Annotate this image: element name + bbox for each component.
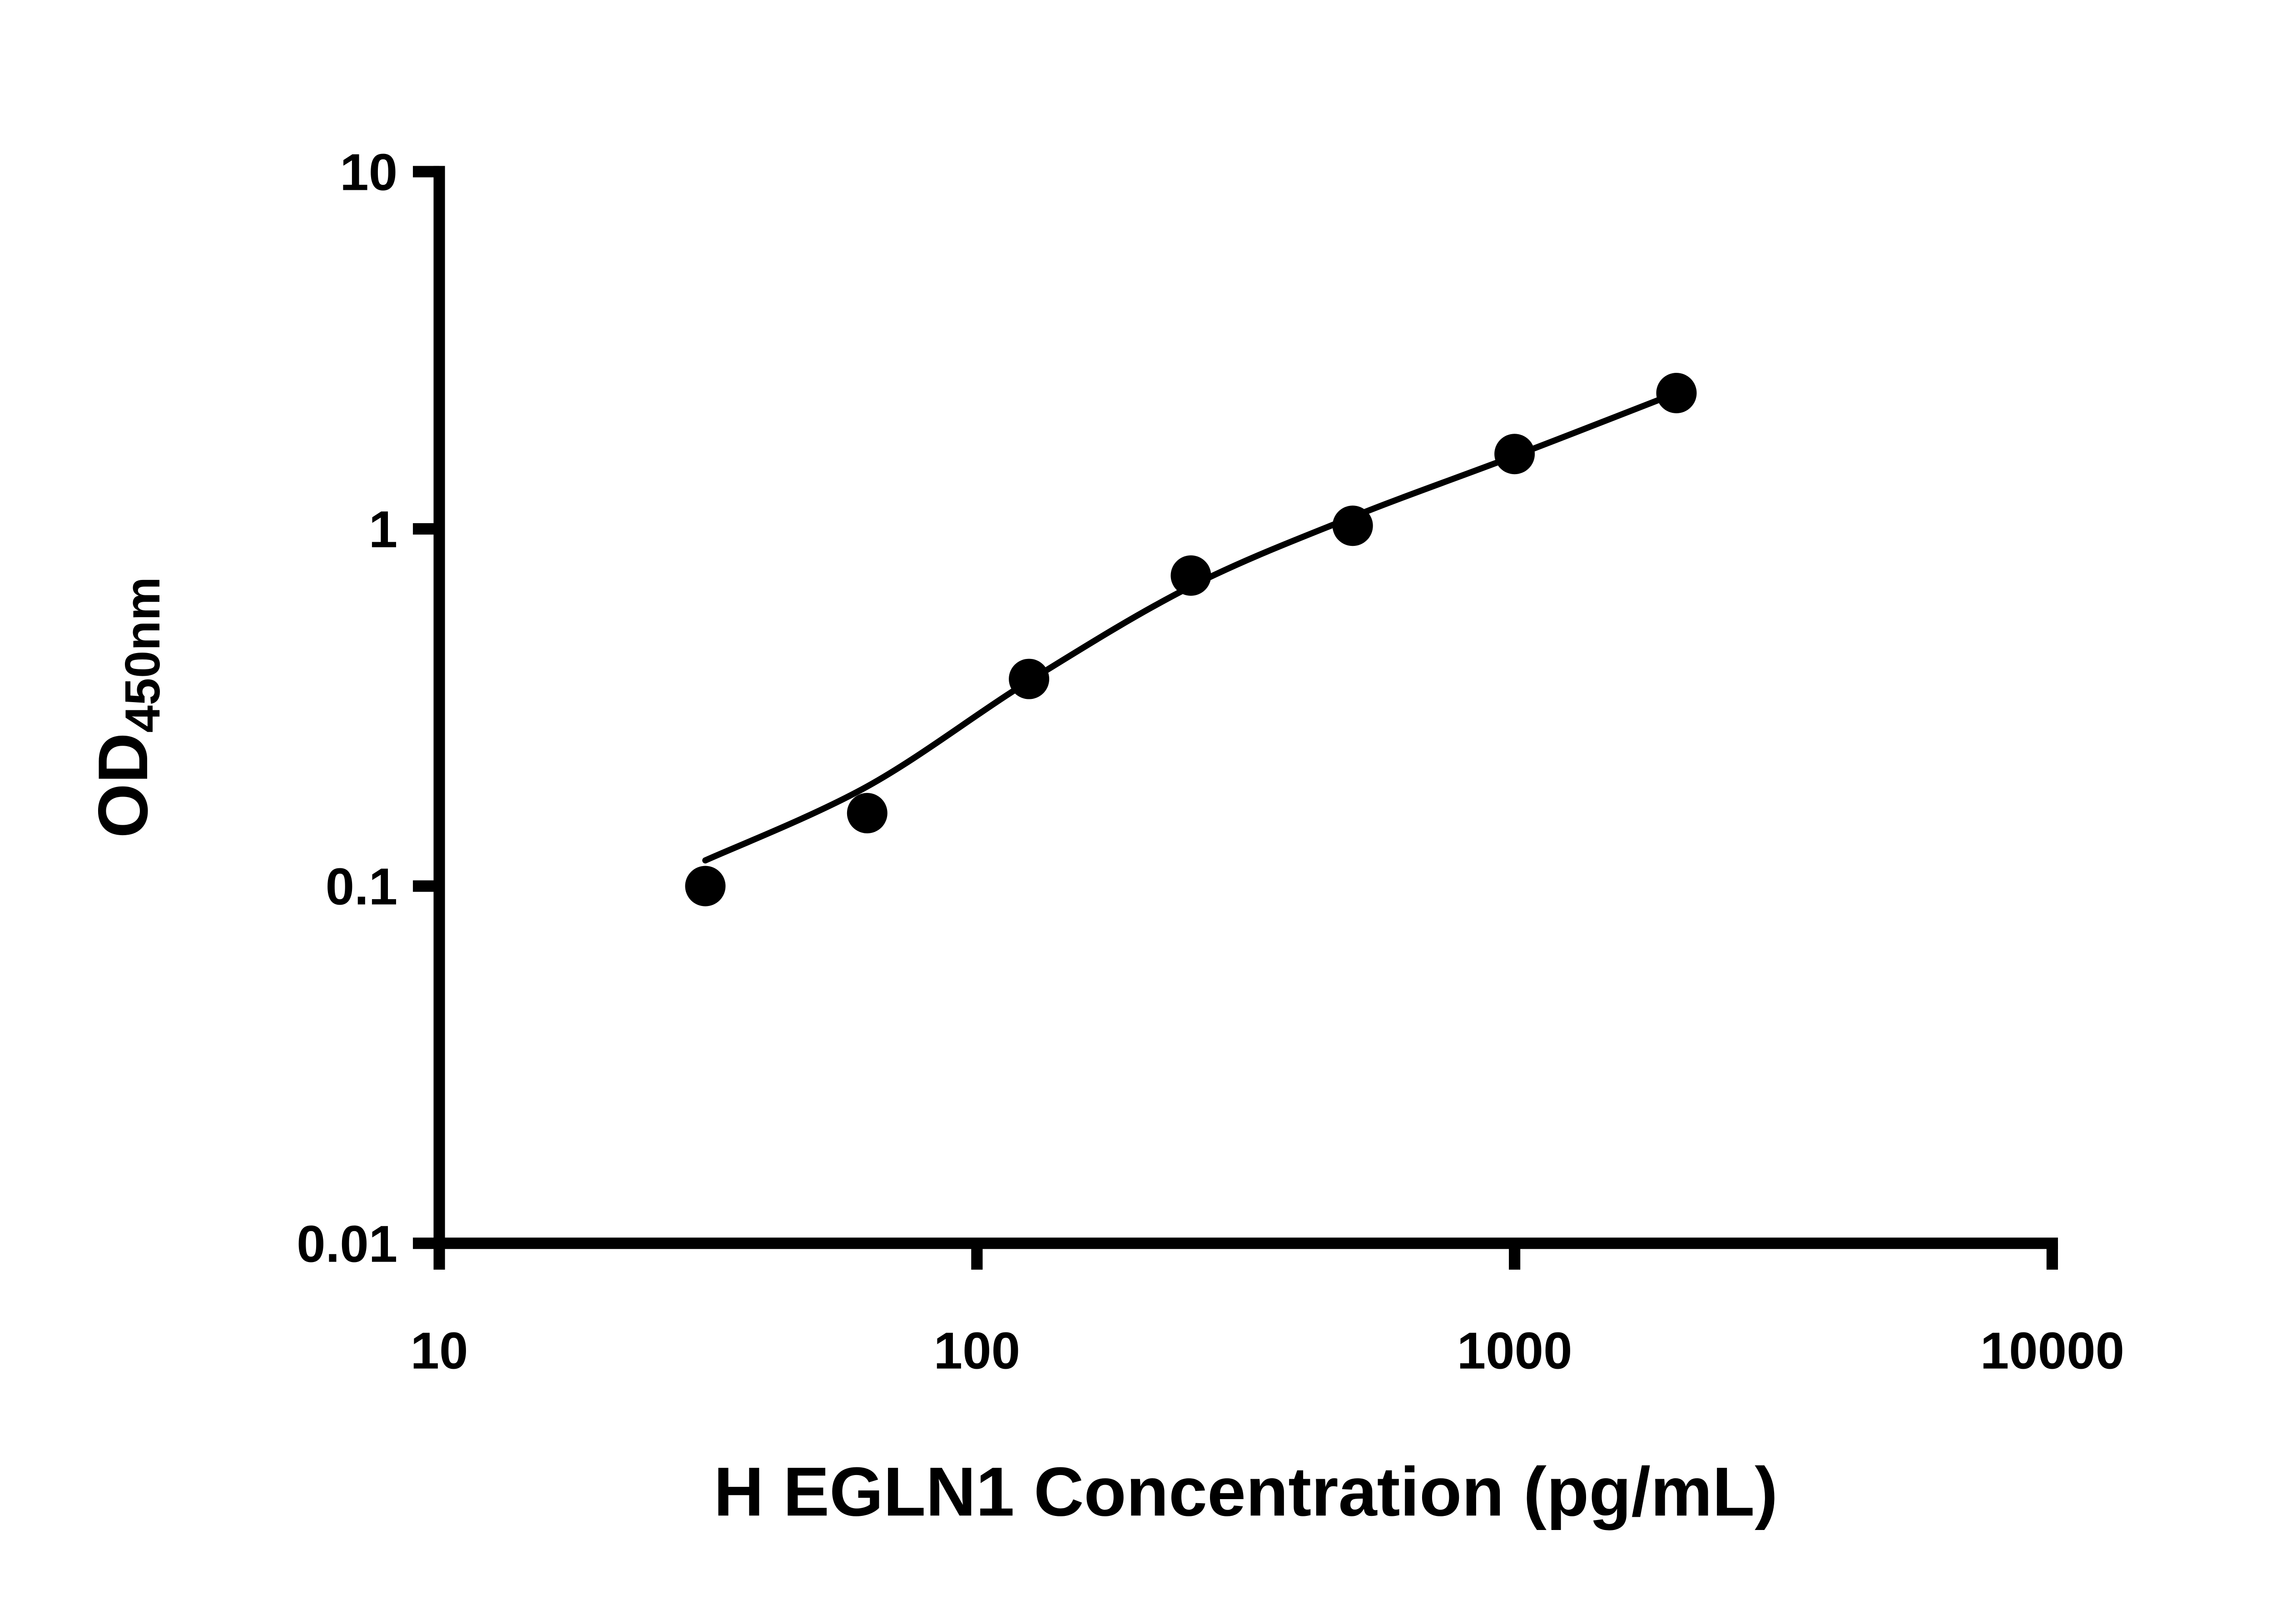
plot-layer: 0.01 0.1 1 10 10 100 1000 10000 H EGLN1 Concentr… [84, 144, 2124, 1531]
x-axis-title: H EGLN1 Concentration (pg/mL) [714, 1453, 1778, 1530]
y-axis-title-main: OD [84, 733, 162, 838]
x-axis-tick-label: 1000 [1457, 1322, 1572, 1380]
y-axis-tick-label: 10 [340, 144, 397, 202]
y-axis-tick-label: 0.1 [326, 858, 398, 916]
y-axis-tick-label: 1 [369, 501, 397, 559]
y-axis-title: OD450nm [84, 577, 170, 838]
data-point [1009, 659, 1050, 699]
data-point [685, 866, 726, 906]
y-axis-tick-label: 0.01 [297, 1215, 397, 1273]
data-point [1656, 372, 1697, 413]
data-point [1494, 434, 1535, 475]
x-axis-tick-label: 100 [934, 1322, 1020, 1380]
y-axis-title-subscript: 450nm [115, 577, 170, 733]
data-point [847, 793, 888, 834]
data-point [1170, 555, 1211, 596]
x-axis-tick-label: 10 [411, 1322, 468, 1380]
axis-spine [433, 166, 2058, 1249]
x-axis-tick-label: 10000 [1980, 1322, 2124, 1380]
data-point [1332, 505, 1373, 546]
